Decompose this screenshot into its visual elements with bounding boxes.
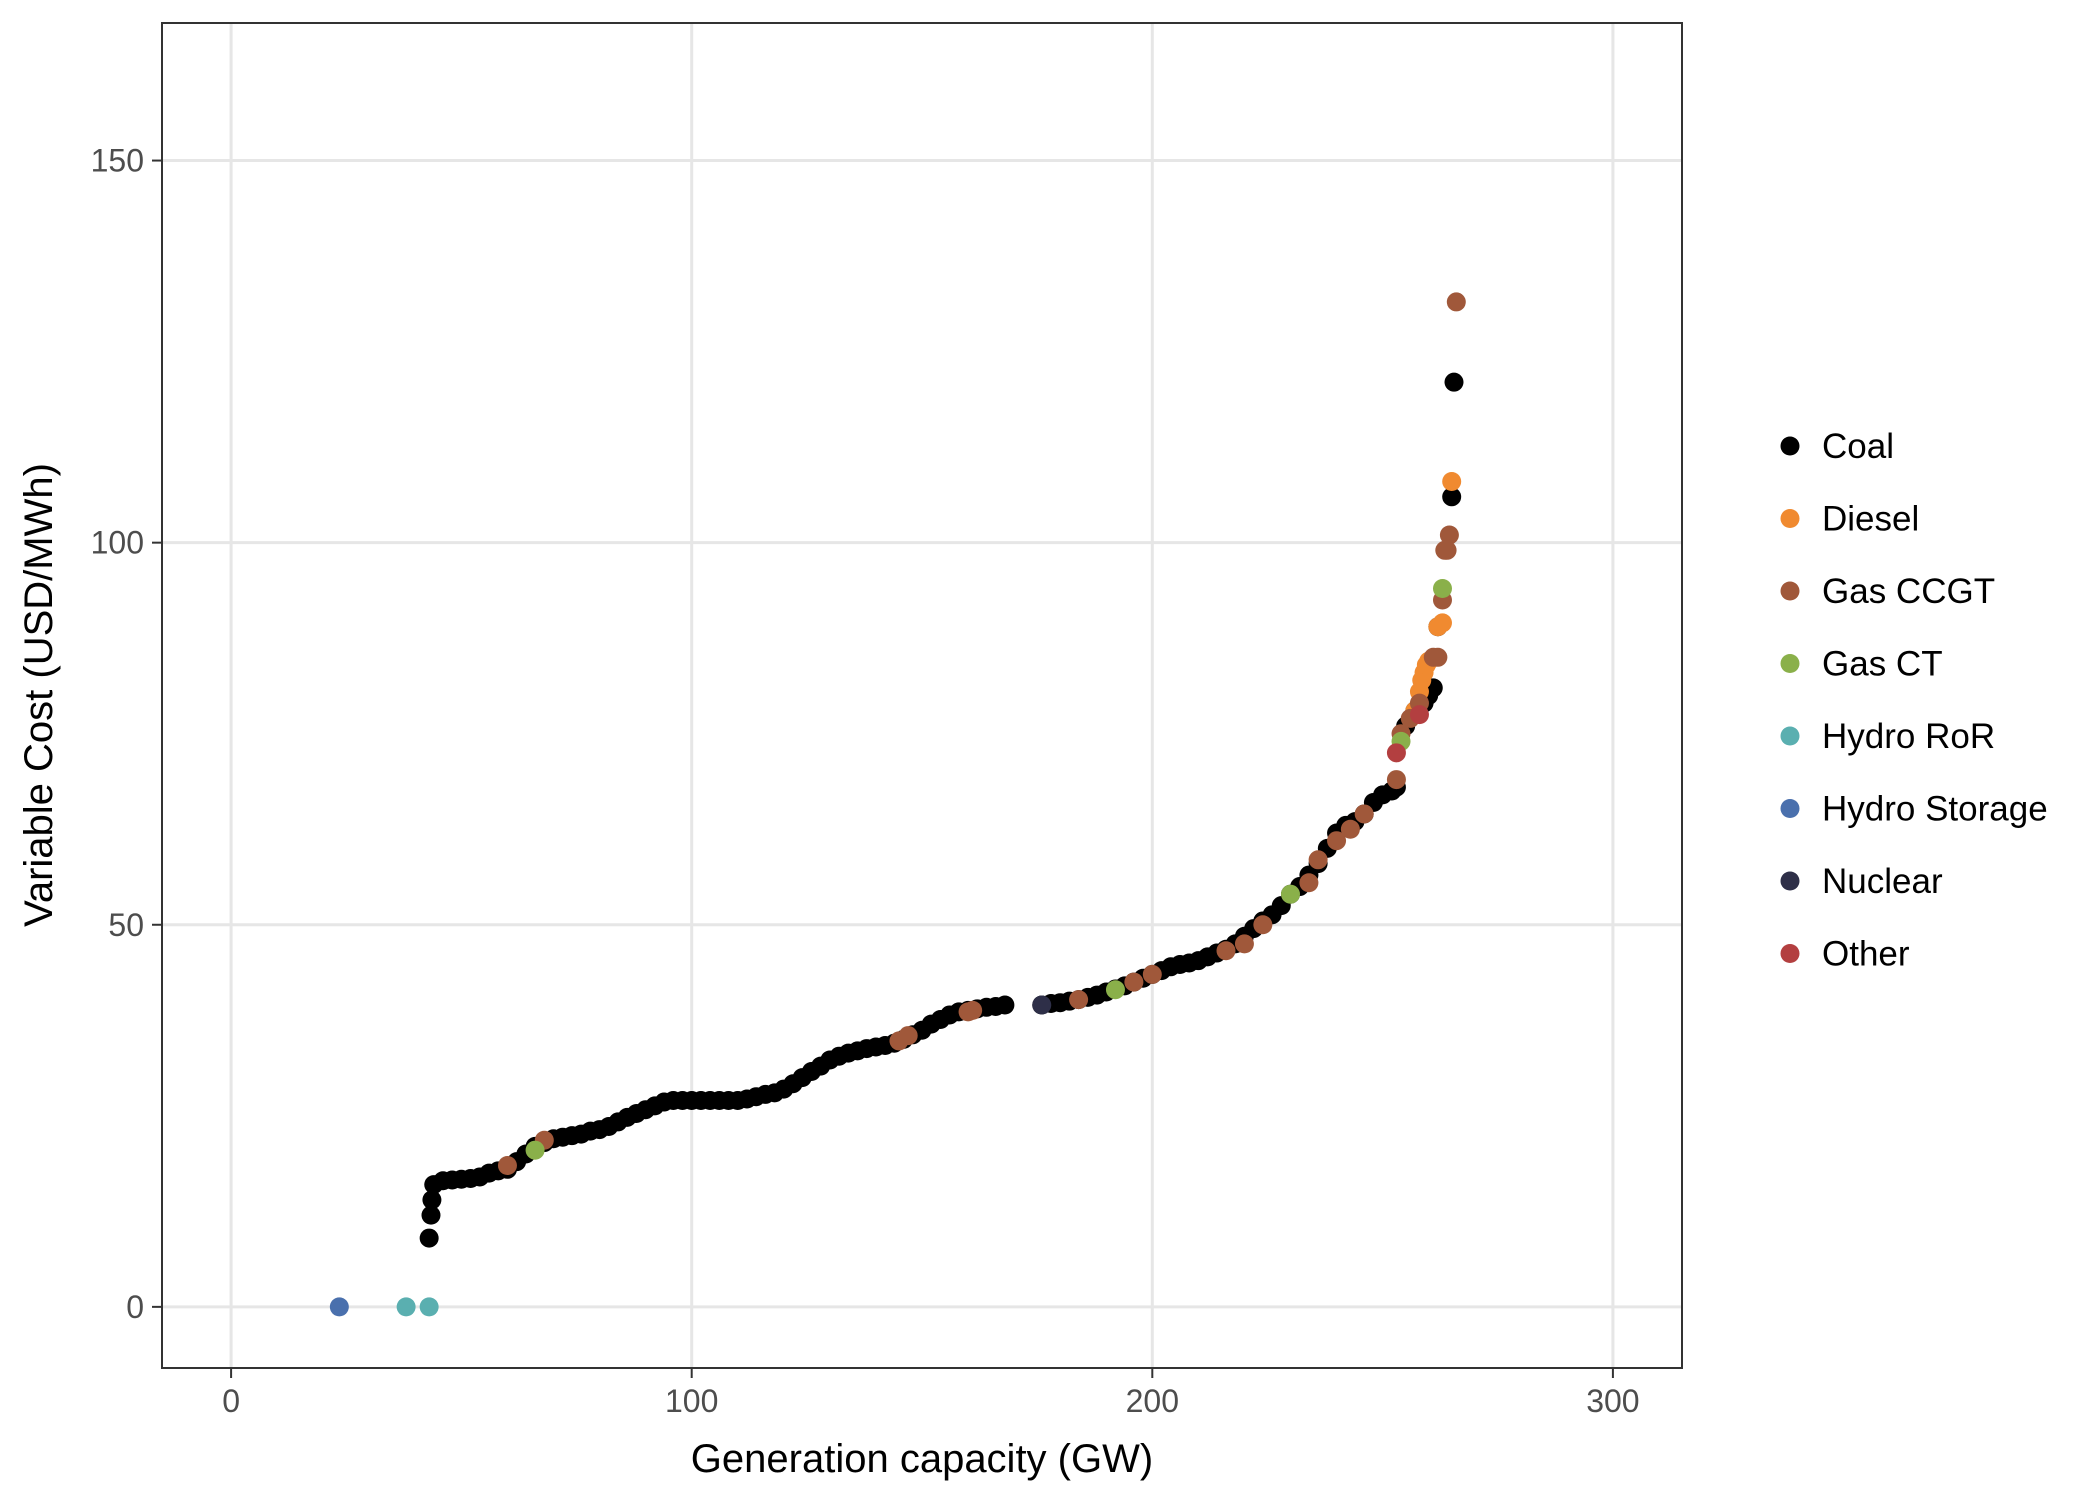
point-coal (422, 1190, 442, 1210)
point-gas-ct (1280, 884, 1300, 904)
point-gas-ccgt (1253, 915, 1273, 935)
legend-key-coal (1780, 436, 1800, 456)
point-hydro-storage (329, 1297, 349, 1317)
legend-key-gas-ccgt (1780, 581, 1800, 601)
point-gas-ccgt (1069, 990, 1089, 1010)
x-tick-label: 0 (222, 1383, 240, 1419)
legend-key-other (1780, 944, 1800, 963)
point-gas-ccgt (1142, 964, 1162, 984)
point-gas-ccgt (1124, 972, 1144, 992)
legend-label-hydro-storage: Hydro Storage (1822, 790, 2048, 829)
legend-label-hydro-ror: Hydro RoR (1822, 717, 1995, 756)
data-points (329, 292, 1466, 1317)
y-tick-label: 150 (91, 143, 144, 179)
point-coal (995, 995, 1015, 1015)
point-diesel (1432, 613, 1452, 633)
point-gas-ccgt (1386, 770, 1406, 790)
axes: 0 100 200 300 0 50 100 150 (91, 143, 1640, 1419)
point-gas-ccgt (898, 1026, 918, 1046)
point-gas-ct (1432, 579, 1452, 599)
point-gas-ct (1105, 980, 1125, 1000)
point-gas-ccgt (1340, 819, 1360, 839)
legend: Coal Diesel Gas CCGT Gas CT Hydro RoR Hydro S… (1780, 427, 2048, 974)
y-tick-label: 0 (126, 1289, 144, 1325)
point-gas-ccgt (1216, 941, 1236, 961)
legend-label-coal: Coal (1822, 427, 1894, 466)
point-gas-ccgt (1446, 292, 1466, 312)
legend-label-diesel: Diesel (1822, 500, 1919, 539)
point-gas-ccgt (1437, 540, 1457, 560)
point-diesel (1442, 472, 1462, 492)
point-gas-ct (525, 1140, 545, 1160)
legend-label-other: Other (1822, 935, 1910, 974)
point-coal (1444, 372, 1464, 392)
point-gas-ccgt (1439, 525, 1459, 545)
point-coal (1442, 487, 1462, 507)
point-other (1386, 743, 1406, 763)
point-gas-ccgt (963, 1000, 983, 1020)
y-tick-label: 100 (91, 525, 144, 561)
legend-label-nuclear: Nuclear (1822, 862, 1943, 901)
point-gas-ccgt (1428, 647, 1448, 667)
point-nuclear (1032, 995, 1052, 1015)
legend-label-gas-ct: Gas CT (1822, 645, 1943, 684)
y-tick-label: 50 (108, 907, 144, 943)
legend-key-nuclear (1780, 871, 1800, 891)
legend-key-hydro-storage (1780, 799, 1800, 818)
x-tick-label: 100 (665, 1383, 718, 1419)
point-gas-ccgt (497, 1155, 517, 1175)
legend-key-diesel (1780, 509, 1800, 528)
x-tick-label: 200 (1126, 1383, 1179, 1419)
point-gas-ccgt (1299, 873, 1319, 893)
x-axis-title: Generation capacity (GW) (691, 1437, 1153, 1481)
y-axis-title: Variable Cost (USD/MWh) (17, 463, 61, 927)
point-coal (419, 1228, 439, 1248)
x-tick-label: 300 (1586, 1383, 1639, 1419)
point-hydro-ror (419, 1297, 439, 1317)
point-hydro-ror (396, 1297, 416, 1317)
panel-border (161, 22, 1683, 1369)
point-gas-ccgt (1354, 804, 1374, 824)
point-gas-ccgt (1234, 934, 1254, 954)
legend-label-gas-ccgt: Gas CCGT (1822, 572, 1995, 611)
point-gas-ccgt (1327, 831, 1347, 851)
point-gas-ccgt (1308, 850, 1328, 870)
legend-key-gas-ct (1780, 654, 1800, 673)
legend-key-hydro-ror (1780, 726, 1800, 746)
point-other (1409, 705, 1429, 725)
point-coal (421, 1205, 441, 1225)
